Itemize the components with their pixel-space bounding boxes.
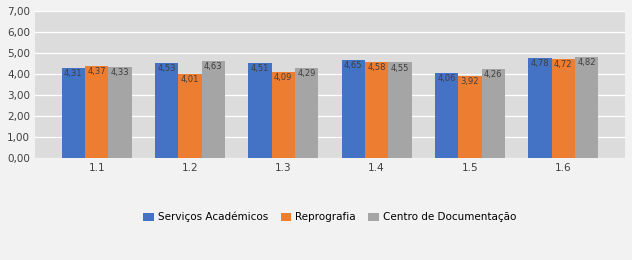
Bar [295,68,319,158]
Bar [85,66,108,158]
Bar [178,74,202,158]
Bar [248,63,272,158]
Text: 4,26: 4,26 [484,70,502,79]
Bar [108,67,131,158]
Text: 4,58: 4,58 [367,63,386,72]
Text: 4,06: 4,06 [437,74,456,83]
Bar [435,73,458,158]
Bar [62,68,85,158]
Bar [482,69,505,158]
Bar [552,59,575,158]
Bar [341,60,365,158]
Text: 4,63: 4,63 [204,62,222,71]
Text: 4,29: 4,29 [298,69,316,78]
Bar [365,62,388,158]
Bar [272,72,295,158]
Bar [528,58,552,158]
Bar [388,62,411,158]
Text: 4,31: 4,31 [64,69,83,77]
Text: 4,33: 4,33 [111,68,130,77]
Text: 4,72: 4,72 [554,60,573,69]
Bar [202,61,225,158]
Bar [575,57,599,158]
Text: 3,92: 3,92 [461,77,479,86]
Legend: Serviços Académicos, Reprografia, Centro de Documentação: Serviços Académicos, Reprografia, Centro… [139,208,521,226]
Text: 4,82: 4,82 [577,58,596,67]
Text: 4,55: 4,55 [391,63,409,73]
Text: 4,53: 4,53 [157,64,176,73]
Text: 4,37: 4,37 [87,67,106,76]
Bar [155,63,178,158]
Text: 4,01: 4,01 [181,75,199,84]
Text: 4,65: 4,65 [344,61,363,70]
Text: 4,51: 4,51 [251,64,269,73]
Text: 4,09: 4,09 [274,73,293,82]
Text: 4,78: 4,78 [531,59,549,68]
Bar [458,76,482,158]
